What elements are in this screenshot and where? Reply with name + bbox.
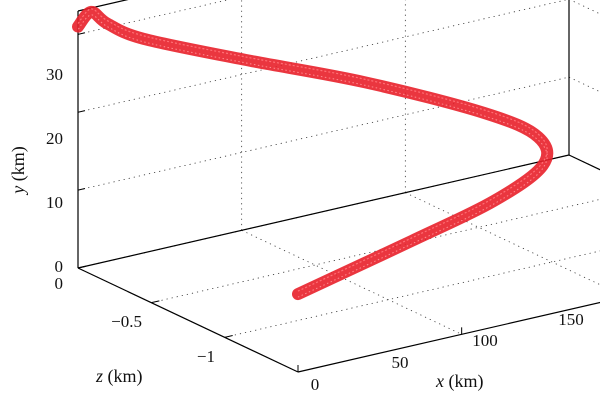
z-tick-label: 0 — [55, 274, 64, 293]
box-edge — [77, 267, 299, 373]
x-tick-label: 50 — [392, 353, 409, 372]
x-tick-label: 0 — [311, 375, 320, 394]
y-axis-tick-labels: 0 10 20 30 — [46, 65, 63, 276]
y-tick-mark — [77, 188, 86, 191]
y-tick-mark — [77, 110, 86, 113]
grid-line-y — [568, 76, 600, 93]
grid-line-y — [569, 0, 600, 25]
grid-line-y — [77, 0, 568, 113]
box-edge — [77, 154, 570, 269]
grid-line-x — [241, 229, 462, 335]
z-tick-label: −0.5 — [111, 312, 142, 331]
grid-line-z — [224, 250, 600, 338]
y-tick-mark — [77, 32, 86, 35]
x-axis-label: x (km) — [435, 371, 484, 392]
grid-line-z — [151, 198, 600, 304]
box-edge — [297, 301, 600, 373]
z-tick-mark — [224, 335, 233, 338]
x-axis-tick-labels: 0 50 100 150 — [311, 310, 584, 394]
series-group — [72, 5, 554, 301]
z-tick-mark — [77, 265, 87, 269]
trajectory-strand — [77, 8, 548, 292]
grid-line-y — [77, 0, 230, 35]
x-tick-label: 100 — [472, 331, 498, 350]
grid-line-x — [568, 154, 600, 171]
z-tick-mark — [151, 300, 160, 304]
y-tick-label: 30 — [46, 65, 63, 84]
y-axis-label: y (km) — [8, 146, 29, 196]
grid-line-x — [405, 192, 600, 286]
grid-line-y — [77, 76, 570, 191]
y-tick-label: 0 — [55, 257, 64, 276]
grid-line-y — [568, 154, 600, 171]
box-edge — [77, 0, 129, 12]
z-tick-label: −1 — [197, 347, 215, 366]
y-tick-label: 20 — [46, 129, 63, 148]
trajectory-band — [72, 5, 554, 301]
axes-box — [77, 0, 600, 373]
tick-marks — [77, 32, 463, 372]
x-tick-label: 150 — [558, 310, 584, 329]
y-tick-label: 10 — [46, 193, 63, 212]
z-axis-label: z (km) — [95, 366, 143, 387]
trajectory-strand — [77, 14, 548, 298]
z-axis-tick-labels: 0 −0.5 −1 — [55, 274, 216, 366]
box-edge — [568, 154, 600, 171]
grid-line-y — [569, 0, 600, 15]
